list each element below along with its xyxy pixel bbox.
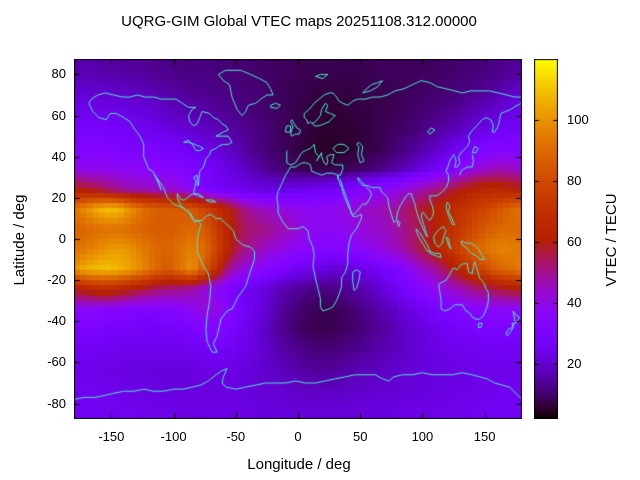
x-tick-label: -150 [98, 429, 125, 444]
x-tick-label: -50 [226, 429, 246, 444]
x-tick-label: 100 [411, 429, 434, 444]
colorbar-tick-label: 20 [567, 356, 582, 372]
y-tick-label: 20 [51, 189, 66, 205]
colorbar-tick-label: 60 [567, 234, 582, 250]
y-tick-label: -80 [47, 395, 66, 411]
vtec-heatmap-canvas [74, 59, 522, 419]
colorbar-tick-label: 80 [567, 173, 582, 189]
plot-title: UQRG-GIM Global VTEC maps 20251108.312.0… [121, 13, 477, 30]
y-tick-label: 40 [51, 148, 66, 164]
y-tick-label: 80 [51, 66, 66, 82]
y-tick-label: -60 [47, 354, 66, 370]
x-tick-label: 50 [352, 429, 368, 444]
y-tick-label: -20 [47, 272, 66, 288]
x-tick-label: -100 [160, 429, 187, 444]
x-tick-label: 0 [294, 429, 302, 444]
colorbar-tick-label: 100 [567, 112, 589, 128]
x-tick-label: 150 [473, 429, 496, 444]
y-tick-label: 0 [58, 231, 66, 246]
x-axis-title: Longitude / deg [247, 456, 351, 473]
y-tick-label: -40 [47, 313, 66, 329]
y-tick-label: 60 [51, 107, 66, 123]
colorbar-canvas [534, 59, 558, 419]
colorbar-tick-label: 40 [567, 295, 582, 311]
